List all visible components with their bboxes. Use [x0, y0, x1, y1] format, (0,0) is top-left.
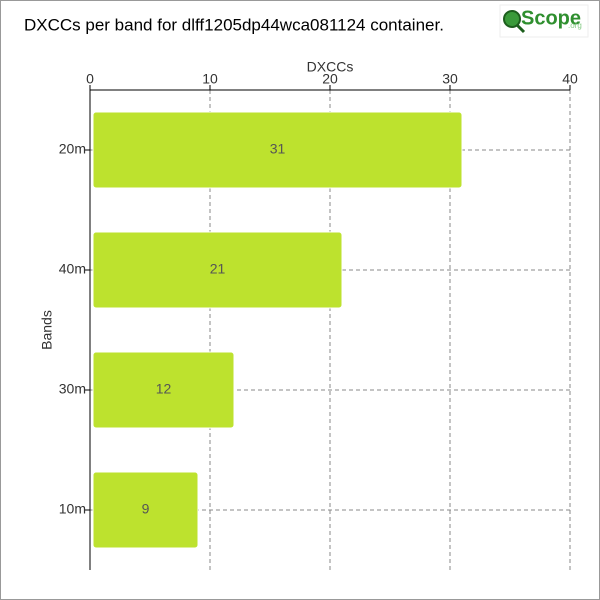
bar	[92, 111, 463, 189]
y-tick-label: 30m	[59, 381, 86, 397]
logo: Scope .org	[499, 4, 589, 38]
x-tick-label: 20	[322, 71, 338, 87]
logo-lens	[503, 10, 521, 28]
y-tick-label: 40m	[59, 261, 86, 277]
logo-handle	[515, 23, 526, 34]
value-label: 12	[156, 381, 172, 397]
x-tick-label: 10	[202, 71, 218, 87]
x-tick-label: 30	[442, 71, 458, 87]
bar	[92, 471, 199, 549]
x-axis-label: DXCCs	[307, 59, 354, 75]
chart-title: DXCCs per band for dlff1205dp44wca081124…	[24, 15, 444, 34]
value-label: 21	[210, 261, 226, 277]
logo-suffix: .org	[568, 21, 582, 30]
bar	[92, 231, 343, 309]
y-tick-label: 20m	[59, 141, 86, 157]
value-label: 31	[270, 141, 286, 157]
bar	[92, 351, 235, 429]
x-tick-label: 40	[562, 71, 578, 87]
y-axis-label: Bands	[39, 310, 55, 350]
logo-text: Scope	[521, 7, 581, 29]
value-label: 9	[142, 501, 150, 517]
y-tick-label: 10m	[59, 501, 86, 517]
x-tick-label: 0	[86, 71, 94, 87]
